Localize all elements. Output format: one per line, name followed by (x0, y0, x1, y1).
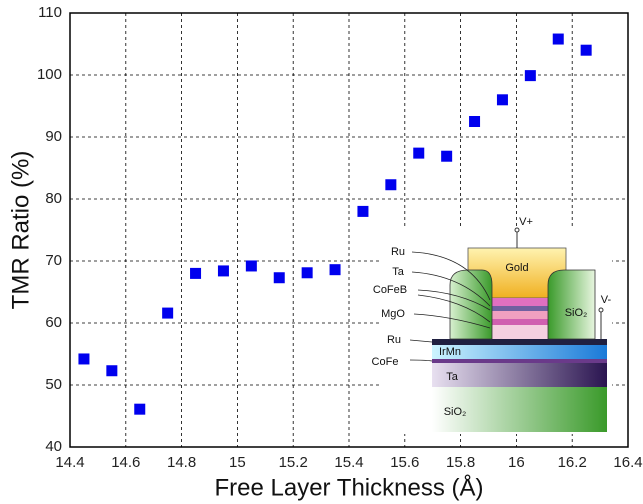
layer-ru (432, 339, 607, 345)
point (385, 179, 396, 190)
y-tick-label: 40 (45, 438, 62, 455)
x-tick-label: 14.4 (55, 454, 84, 471)
layer-mgo (488, 311, 550, 319)
point (413, 148, 424, 159)
point (302, 267, 313, 278)
point (497, 94, 508, 105)
chart: Ru Ta CoFeB MgO Ru CoFe IrMn Ta SiO₂ Gold SiO₂ V+ V-… (0, 0, 643, 504)
sio2-left (450, 270, 492, 339)
point (469, 116, 480, 127)
inset-diagram: Ru Ta CoFeB MgO Ru CoFe IrMn Ta SiO₂ Gold SiO₂ V+ V- (372, 216, 612, 434)
point (162, 308, 173, 319)
point (330, 264, 341, 275)
layer-stack (488, 306, 550, 311)
x-axis-label: Free Layer Thickness (Å) (215, 473, 484, 501)
x-tick-label: 15 (229, 454, 246, 471)
inset-label: CoFeB (373, 284, 407, 296)
x-tick-label: 15.4 (334, 454, 363, 471)
point (134, 404, 145, 415)
inset-label: MgO (381, 308, 405, 320)
point (525, 70, 536, 81)
point (190, 268, 201, 279)
point (246, 260, 257, 271)
inset-label: Ta (392, 266, 405, 278)
y-tick-label: 70 (45, 252, 62, 269)
inset-label: Ru (387, 334, 401, 346)
y-tick-label: 60 (45, 314, 62, 331)
x-tick-label: 15.6 (390, 454, 419, 471)
layer-cofe (432, 359, 607, 363)
inset-label: SiO₂ (444, 406, 467, 418)
x-tick-label: 15.2 (279, 454, 308, 471)
sio2-right (548, 270, 595, 339)
inset-label: CoFe (372, 356, 399, 368)
inset-label: V+ (519, 216, 533, 228)
point (553, 34, 564, 45)
point (357, 206, 368, 217)
y-tick-label: 100 (37, 66, 62, 83)
y-axis-label: TMR Ratio (%) (7, 151, 34, 310)
point (78, 353, 89, 364)
layer-ta (432, 363, 607, 387)
point (106, 365, 117, 376)
layer-free (488, 325, 550, 339)
y-tick-label: 110 (38, 4, 62, 21)
inset-label: SiO₂ (565, 307, 588, 319)
inset-label: IrMn (439, 346, 461, 358)
y-tick-label: 80 (45, 190, 62, 207)
x-tick-label: 15.8 (446, 454, 475, 471)
layer-cofeb (488, 298, 550, 306)
x-tick-label: 16.2 (558, 454, 587, 471)
inset-label: Gold (505, 262, 528, 274)
x-tick-label: 16.4 (613, 454, 642, 471)
point (274, 272, 285, 283)
inset-label: Ta (446, 371, 459, 383)
y-tick-label: 90 (45, 128, 62, 145)
vminus-terminal (599, 308, 603, 312)
x-tick-label: 14.8 (167, 454, 196, 471)
y-tick-label: 50 (45, 376, 62, 393)
point (218, 265, 229, 276)
point (441, 151, 452, 162)
layer-cofeb-2 (488, 319, 550, 325)
inset-label: Ru (391, 246, 405, 258)
point (581, 45, 592, 56)
x-tick-label: 16 (508, 454, 525, 471)
x-tick-label: 14.6 (111, 454, 140, 471)
inset-label: V- (601, 294, 612, 306)
vplus-terminal (515, 228, 519, 232)
